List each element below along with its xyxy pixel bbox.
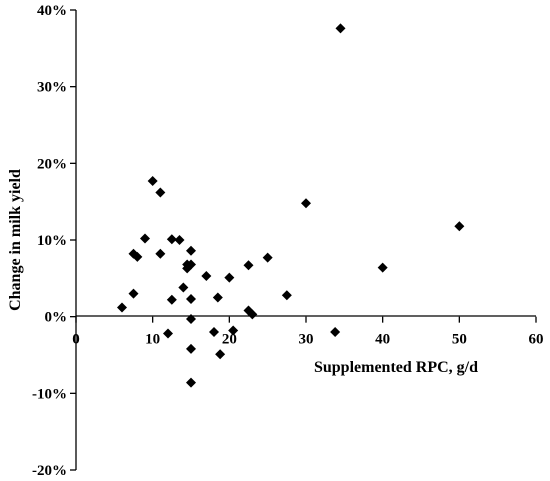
x-axis-ticks: 0 10 20 30 40 50 60 xyxy=(72,316,544,348)
x-tick-label: 40 xyxy=(375,332,390,348)
y-tick-label: -20% xyxy=(32,463,67,479)
data-point xyxy=(186,294,196,305)
data-point xyxy=(132,251,143,262)
data-point xyxy=(163,328,173,339)
y-axis-ticks: -20% -10% 0% 10% 20% 30% 40% xyxy=(32,3,76,479)
data-point xyxy=(209,327,219,337)
data-point xyxy=(215,349,226,360)
data-point xyxy=(377,262,388,273)
data-point xyxy=(186,343,196,354)
data-point xyxy=(166,294,177,305)
x-tick-label: 60 xyxy=(529,332,544,348)
y-tick-label: 40% xyxy=(37,3,67,19)
data-point xyxy=(128,288,139,299)
y-tick-label: 30% xyxy=(37,80,67,96)
data-point xyxy=(224,272,235,283)
x-axis-title: Supplemented RPC, g/d xyxy=(314,359,478,376)
data-point xyxy=(186,245,196,256)
data-point xyxy=(201,271,212,282)
data-point xyxy=(281,290,292,301)
x-tick-label: 50 xyxy=(452,332,467,348)
data-point xyxy=(335,23,346,34)
data-point xyxy=(155,187,166,198)
y-tick-label: -10% xyxy=(32,386,67,402)
data-point xyxy=(454,221,465,232)
data-point xyxy=(155,248,166,259)
x-tick-label: 10 xyxy=(145,332,160,348)
data-point xyxy=(174,235,185,245)
data-point xyxy=(178,282,189,293)
data-point xyxy=(262,252,273,263)
data-point xyxy=(140,233,150,244)
x-tick-label: 0 xyxy=(72,332,80,348)
data-point xyxy=(166,234,177,245)
data-point xyxy=(147,175,158,186)
data-point xyxy=(212,292,223,303)
data-point xyxy=(186,377,196,388)
y-tick-label: 10% xyxy=(37,233,67,249)
y-tick-label: 0% xyxy=(45,310,68,326)
data-point xyxy=(228,325,239,336)
data-point xyxy=(186,259,196,270)
data-point xyxy=(117,302,127,313)
data-point xyxy=(243,260,254,271)
x-tick-label: 20 xyxy=(222,332,237,348)
data-point xyxy=(330,327,341,337)
data-point xyxy=(247,309,258,320)
data-points xyxy=(117,23,465,388)
data-point xyxy=(186,313,196,324)
data-point xyxy=(301,198,311,209)
y-tick-label: 20% xyxy=(37,156,67,172)
x-tick-label: 30 xyxy=(299,332,314,348)
y-axis-title: Change in milk yield xyxy=(7,169,24,311)
